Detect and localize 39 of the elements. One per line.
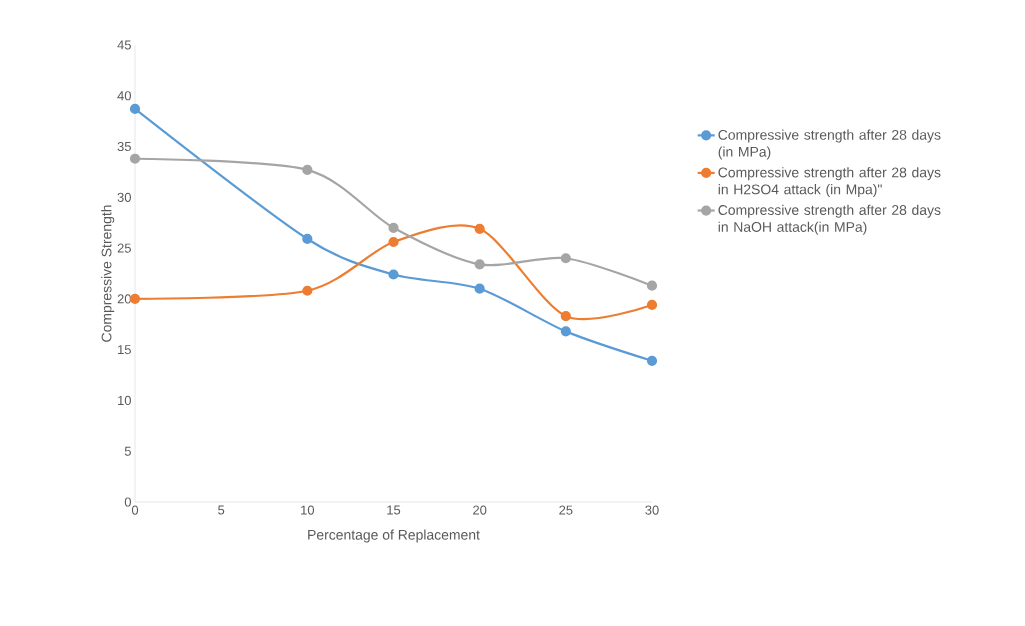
y-tick-label: 5 <box>124 446 131 456</box>
point <box>302 285 313 296</box>
point <box>388 236 399 248</box>
point <box>560 253 571 264</box>
point <box>302 164 313 175</box>
point <box>646 355 658 366</box>
x-tick-label: 5 <box>218 505 225 515</box>
y-tick-label: 35 <box>117 141 131 152</box>
point <box>388 222 399 233</box>
y-tick-label: 0 <box>124 497 131 507</box>
x-tick-label: 20 <box>473 505 487 515</box>
x-tick-label: 15 <box>387 505 401 515</box>
point <box>474 223 485 234</box>
point <box>474 283 485 294</box>
point <box>129 103 141 115</box>
x-tick-label: 30 <box>645 505 659 515</box>
legend-label: Compressive strength after 28 days in NaOH attack(in MPa) <box>718 204 941 235</box>
y-axis-title: Compressive Strength <box>101 205 115 342</box>
x-tick-label: 25 <box>559 505 573 515</box>
y-tick-label: 30 <box>117 192 131 202</box>
x-tick-label: 0 <box>131 505 139 515</box>
point <box>560 326 571 337</box>
point <box>129 153 141 164</box>
y-tick-label: 15 <box>118 345 131 355</box>
y-tick-label: 10 <box>118 395 131 406</box>
y-tick-label: 45 <box>117 40 131 50</box>
x-axis-title: Percentage of Replacement <box>308 529 480 543</box>
point <box>646 299 658 311</box>
legend-label: Compressive strength after 28 days (in MPa) <box>718 129 941 160</box>
y-tick-label: 20 <box>117 294 131 304</box>
y-tick-label: 25 <box>117 243 131 253</box>
legend-label: Compressive strength after 28 days in H2SO4 attack (in Mpa)" <box>718 167 941 198</box>
point <box>474 259 485 270</box>
point <box>646 280 658 291</box>
x-tick-label: 10 <box>301 505 315 515</box>
point <box>388 269 399 280</box>
point <box>302 233 313 245</box>
point <box>560 311 571 322</box>
y-tick-label: 40 <box>117 91 131 101</box>
